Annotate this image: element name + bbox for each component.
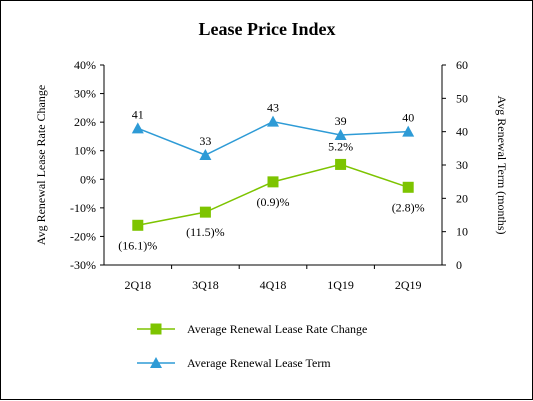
renewal-term-point [131,122,144,134]
renewal-term-point [402,125,415,137]
rate-change-data-label: (16.1)% [118,238,157,252]
plot-area: 40% 30% 20% 10% 0% -10% -20% -30% 60 50 40 30 20 10 0 2… [70,58,468,292]
renewal-term-data-label: 39 [335,114,347,128]
right-tick-label: 40 [456,125,468,139]
rate-change-point [335,158,347,170]
rate-change-data-label: (0.9)% [257,195,290,209]
right-tick-label: 0 [456,258,462,272]
left-tick-label: 10% [74,144,96,158]
renewal-term-point [199,149,212,160]
left-tick-label: 0% [80,172,96,186]
left-tick-label: -10% [70,201,96,215]
left-tick-label: 30% [74,87,96,101]
x-tick-label: 4Q18 [260,278,287,292]
renewal-term-point [267,115,279,127]
renewal-term-data-label: 43 [267,101,279,115]
right-tick-label: 20 [456,191,468,205]
legend-renewal-term-label: Average Renewal Lease Term [187,356,331,370]
rate-change-point [267,176,279,188]
right-tick-label: 60 [456,58,468,72]
left-tick-label: -20% [70,229,96,243]
rate-change-point [132,219,144,231]
right-axis-label: Avg Renewal Term (months) [495,95,509,234]
legend: Average Renewal Lease Rate Change Average… [137,322,367,370]
rate-change-data-label: (11.5)% [186,225,225,239]
x-tick-label: 3Q18 [192,278,219,292]
right-tick-label: 30 [456,158,468,172]
x-tick-label: 2Q18 [124,278,151,292]
left-axis-label: Avg Renewal Lease Rate Change [34,85,48,245]
rate-change-point [402,181,414,193]
chart-title: Lease Price Index [199,19,336,39]
rate-change-point [199,206,211,218]
left-tick-label: 40% [74,58,96,72]
x-tick-label: 1Q19 [327,278,354,292]
rate-change-data-label: (2.8)% [392,200,425,214]
right-tick-label: 50 [456,91,468,105]
x-tick-label: 2Q19 [395,278,422,292]
renewal-term-data-label: 40 [402,111,414,125]
rate-change-data-label: 5.2% [328,139,353,153]
left-tick-label: -30% [70,258,96,272]
renewal-term-point [334,129,347,140]
renewal-term-data-label: 33 [199,134,211,148]
renewal-term-data-label: 41 [132,107,144,121]
legend-rate-change-label: Average Renewal Lease Rate Change [187,322,367,336]
legend-renewal-term-marker [150,357,162,368]
left-tick-label: 20% [74,115,96,129]
right-tick-label: 10 [456,225,468,239]
legend-rate-change-marker [150,323,162,335]
